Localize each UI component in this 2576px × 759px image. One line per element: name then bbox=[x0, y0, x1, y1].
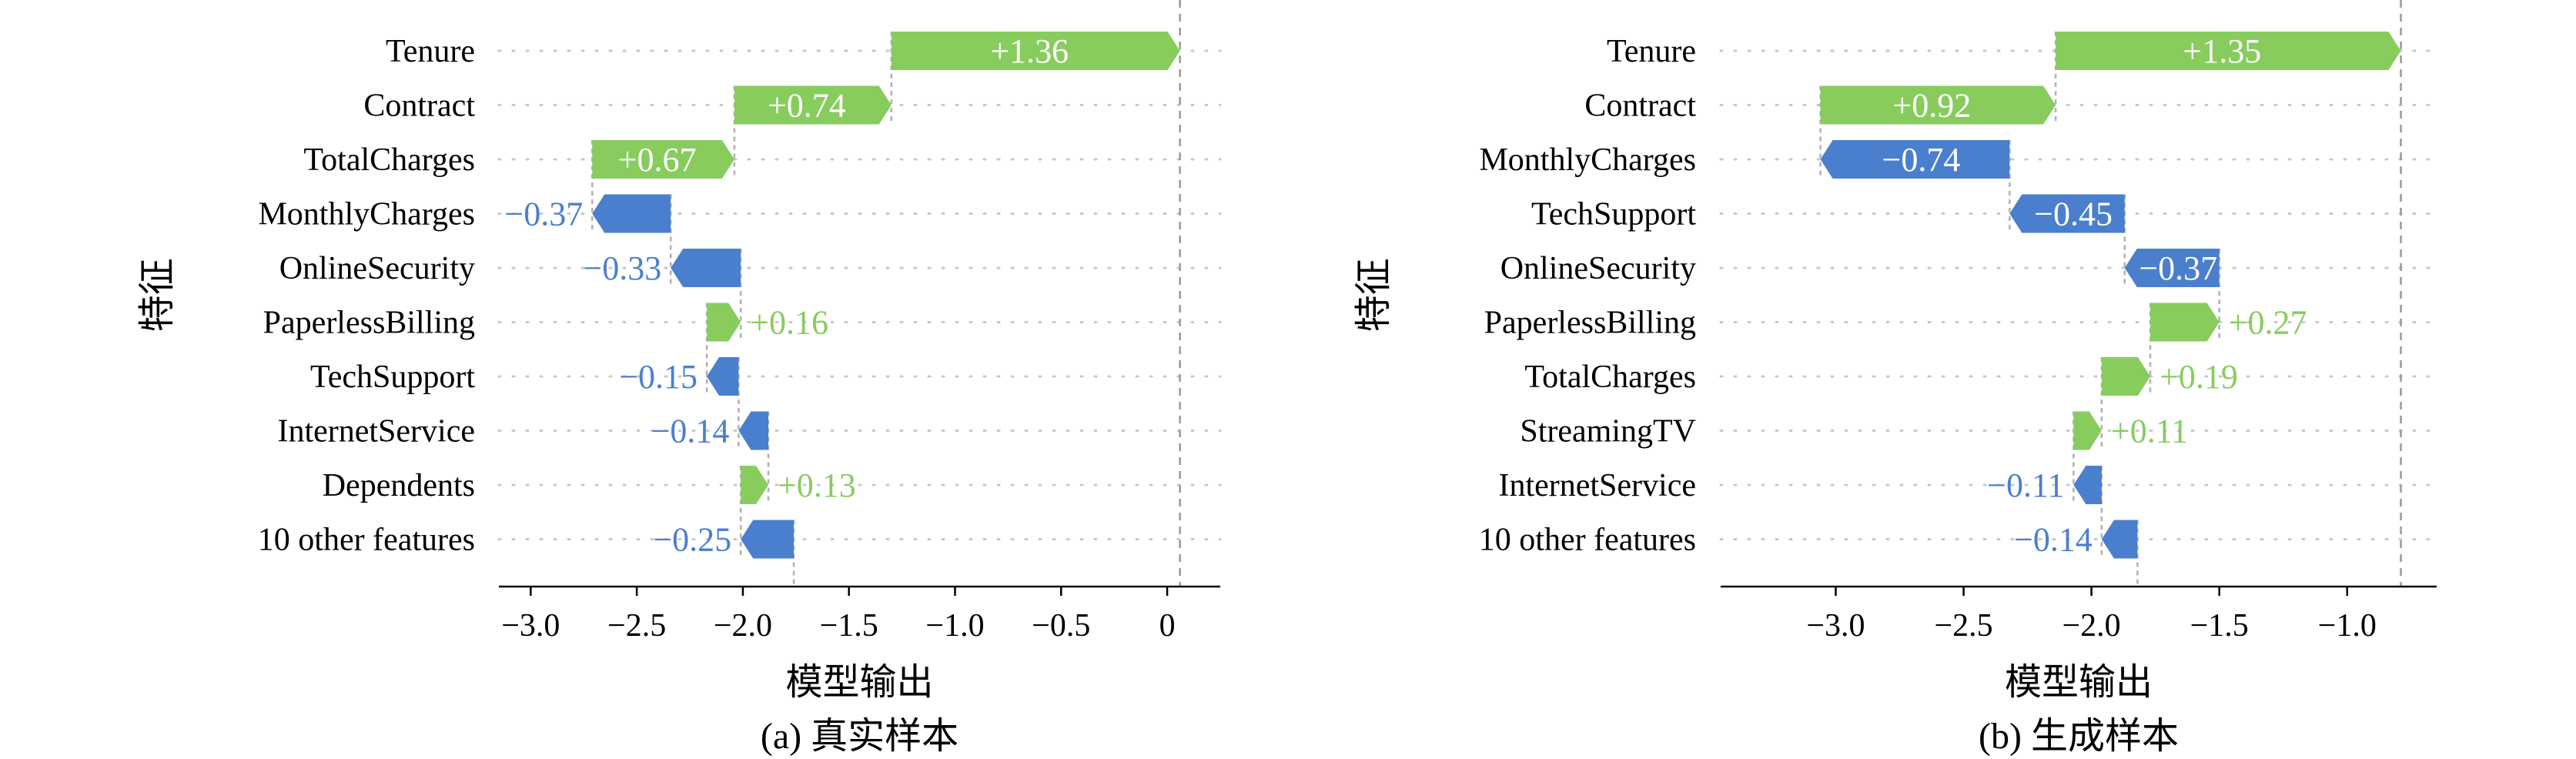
value-label: −0.45 bbox=[2034, 196, 2113, 233]
feature-label: Tenure bbox=[1607, 34, 1696, 69]
bar-monthlycharges bbox=[1820, 140, 2010, 179]
chart-panel-b: +1.35 Tenure +0.92 Contract −0.74 MonthlyChar… bbox=[1353, 0, 2438, 757]
bar-paperlessbilling bbox=[707, 303, 741, 342]
value-label: +0.92 bbox=[1892, 87, 1971, 125]
chart-panel-a: +1.36 Tenure +0.74 Contract +0.67 TotalCharge… bbox=[137, 0, 1222, 757]
bar-onlinesecurity bbox=[2124, 249, 2220, 287]
bar-internetservice bbox=[738, 411, 768, 450]
value-label: −0.33 bbox=[583, 249, 661, 287]
x-tick-label: −2.0 bbox=[2062, 608, 2121, 644]
value-label: −0.14 bbox=[2014, 521, 2093, 559]
x-tick-label: −2.5 bbox=[607, 608, 666, 644]
bar-contract bbox=[1820, 85, 2056, 125]
feature-label: Tenure bbox=[386, 34, 475, 69]
value-label: −0.37 bbox=[2139, 249, 2217, 287]
x-tick-label: −1.0 bbox=[925, 608, 984, 644]
value-label: +0.16 bbox=[750, 304, 828, 342]
bar-streamingtv bbox=[2073, 411, 2102, 450]
bar-tenure bbox=[2056, 32, 2401, 70]
x-tick-label: −3.0 bbox=[501, 608, 560, 644]
value-label: −0.15 bbox=[619, 358, 698, 396]
feature-label: Contract bbox=[1584, 89, 1696, 124]
feature-label: StreamingTV bbox=[1520, 414, 1696, 450]
value-label: +1.36 bbox=[990, 32, 1069, 70]
y-axis-label: 特征 bbox=[137, 258, 178, 332]
bar-techsupport bbox=[707, 357, 739, 396]
feature-label: MonthlyCharges bbox=[258, 197, 475, 232]
value-label: +0.13 bbox=[778, 466, 856, 504]
x-tick-label: −1.0 bbox=[2318, 608, 2377, 644]
feature-label: TechSupport bbox=[1531, 197, 1696, 232]
x-axis-label: 模型输出 bbox=[2005, 662, 2153, 703]
x-tick-label: 0 bbox=[1159, 608, 1176, 644]
feature-label: OnlineSecurity bbox=[1500, 251, 1696, 286]
feature-label: PaperlessBilling bbox=[263, 306, 475, 341]
bar-10-other-features bbox=[741, 520, 795, 559]
bar-monthlycharges bbox=[592, 194, 671, 233]
value-label: +0.27 bbox=[2229, 304, 2307, 342]
bar-contract bbox=[734, 85, 892, 125]
value-label: +0.74 bbox=[768, 87, 846, 125]
bar-totalcharges bbox=[2101, 357, 2150, 396]
value-label: −0.74 bbox=[1882, 141, 1961, 179]
bar-totalcharges bbox=[592, 140, 734, 179]
feature-label: TechSupport bbox=[310, 359, 475, 395]
value-label: +0.19 bbox=[2159, 358, 2238, 396]
x-tick-label: −2.0 bbox=[714, 608, 772, 644]
feature-label: PaperlessBilling bbox=[1484, 306, 1696, 341]
feature-label: TotalCharges bbox=[303, 142, 475, 178]
value-label: −0.11 bbox=[1987, 466, 2064, 504]
x-axis-label: 模型输出 bbox=[785, 662, 933, 703]
feature-label: OnlineSecurity bbox=[279, 251, 475, 286]
x-tick-label: −1.5 bbox=[820, 608, 878, 644]
bar-onlinesecurity bbox=[671, 249, 741, 287]
bar-dependents bbox=[741, 466, 768, 504]
bar-tenure bbox=[891, 32, 1180, 70]
panel-caption: (b) 生成样本 bbox=[1979, 716, 2179, 757]
feature-label: MonthlyCharges bbox=[1479, 142, 1696, 178]
bar-paperlessbilling bbox=[2150, 303, 2220, 342]
value-label: +0.67 bbox=[618, 141, 697, 179]
bar-internetservice bbox=[2073, 466, 2102, 504]
value-label: −0.25 bbox=[653, 521, 731, 559]
value-label: −0.37 bbox=[504, 196, 583, 233]
feature-label: 10 other features bbox=[258, 523, 475, 558]
feature-label: 10 other features bbox=[1479, 523, 1696, 558]
y-axis-label: 特征 bbox=[1353, 258, 1394, 332]
value-label: +0.11 bbox=[2111, 413, 2188, 450]
bar-techsupport bbox=[2009, 194, 2125, 233]
value-label: −0.14 bbox=[651, 413, 730, 450]
x-tick-label: −3.0 bbox=[1806, 608, 1865, 644]
x-tick-label: −0.5 bbox=[1032, 608, 1090, 644]
x-tick-label: −1.5 bbox=[2190, 608, 2249, 644]
feature-label: TotalCharges bbox=[1524, 359, 1696, 395]
value-label: +1.35 bbox=[2183, 32, 2261, 70]
bar-10-other-features bbox=[2101, 520, 2138, 559]
x-tick-label: −2.5 bbox=[1934, 608, 1992, 644]
feature-label: Dependents bbox=[323, 468, 475, 503]
feature-label: InternetService bbox=[277, 414, 475, 450]
feature-label: InternetService bbox=[1498, 468, 1696, 503]
feature-label: Contract bbox=[363, 89, 475, 124]
panel-caption: (a) 真实样本 bbox=[761, 716, 958, 757]
